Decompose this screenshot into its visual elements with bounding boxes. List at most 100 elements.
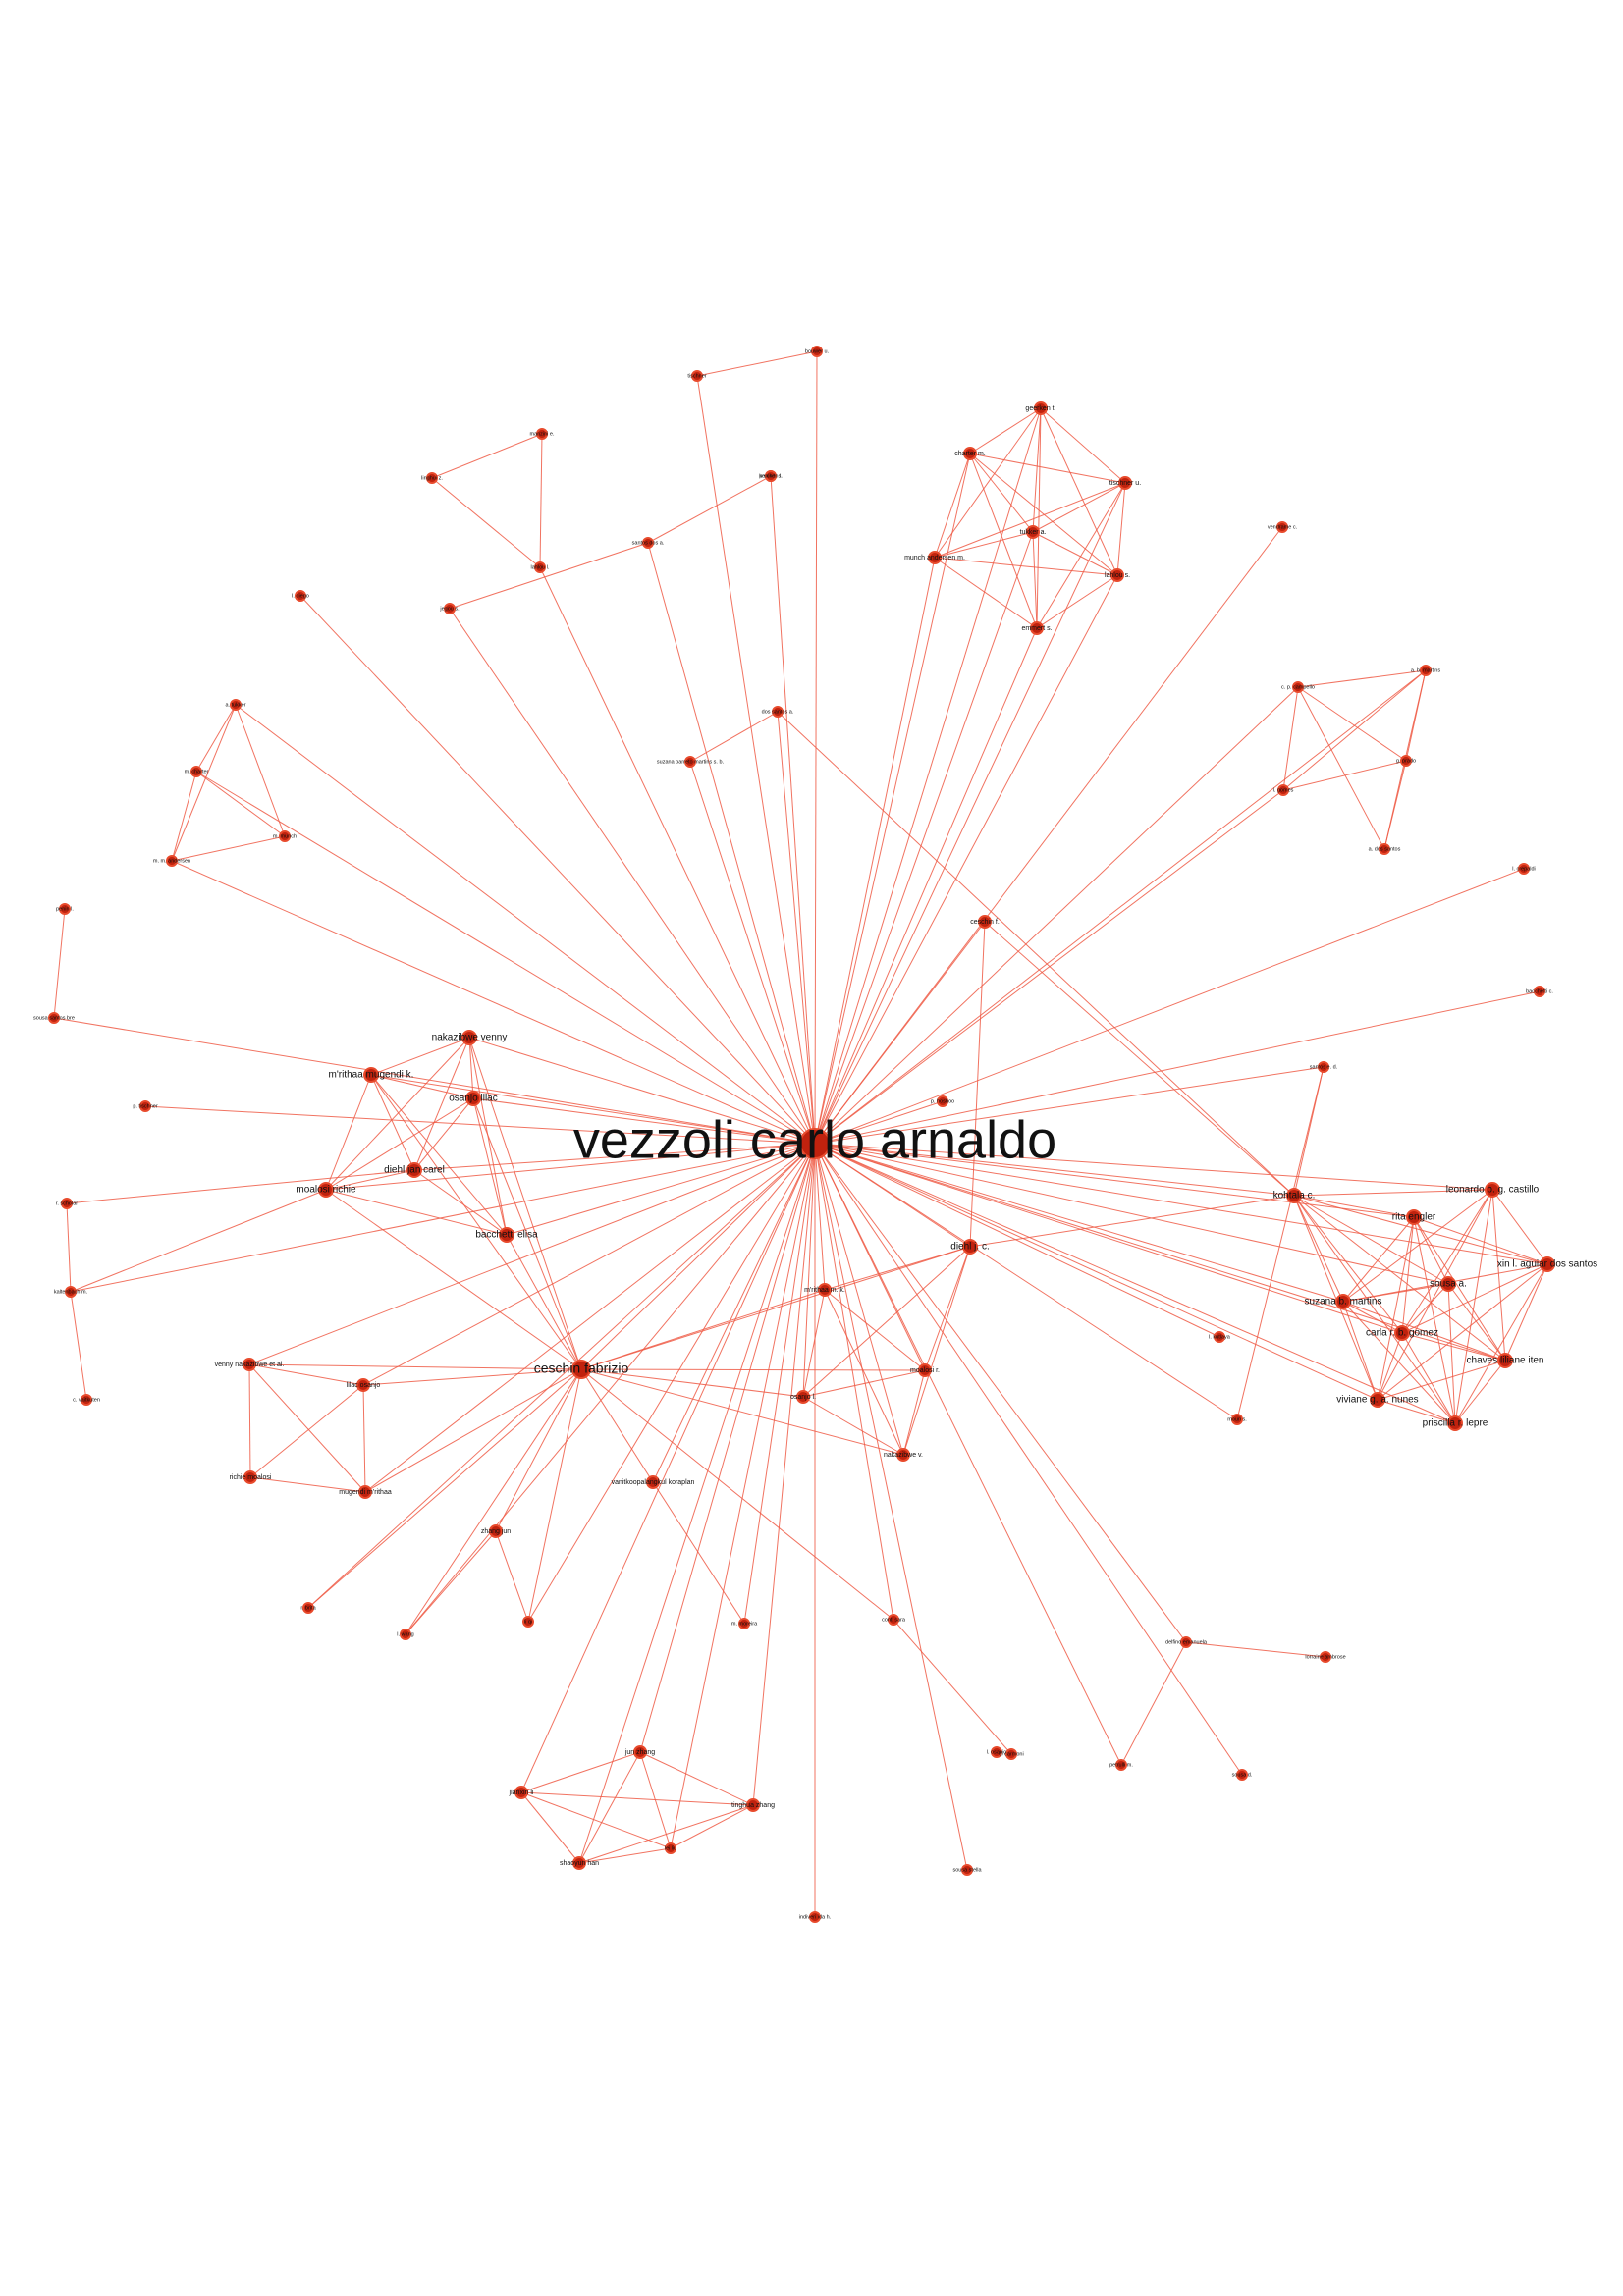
node-label-sousa-d: sousa d. — [1232, 1772, 1253, 1778]
node-label-charter-m: charter m. — [954, 451, 986, 457]
edge-hub — [652, 1143, 816, 1483]
edge — [1236, 1066, 1325, 1420]
edge — [1447, 1283, 1506, 1362]
node-label-moalosi-richie: moalosi richie — [296, 1185, 356, 1196]
node-label-p-hoshoo: p. hoshoo — [931, 1098, 954, 1104]
edge-hub — [814, 1143, 1548, 1265]
node-geerken-t — [1034, 401, 1048, 415]
node-label-a-b-martins: a. b. martins — [1411, 667, 1441, 673]
edge — [249, 1476, 366, 1493]
node-label-tischner: tischner — [687, 373, 706, 379]
node-label-bouwer-u: bouwer u. — [805, 348, 830, 354]
edge — [1185, 1641, 1326, 1658]
edge — [520, 1791, 672, 1849]
node-moalosi-r — [918, 1363, 932, 1377]
edge — [1413, 1216, 1548, 1265]
edge — [431, 433, 543, 479]
edge-hub — [814, 1143, 1344, 1303]
node-l-osanjo — [991, 1746, 1002, 1758]
edge-hub — [814, 557, 936, 1145]
node-santos-dos-a — [642, 537, 654, 549]
node-jun-zhang — [633, 1745, 647, 1759]
edge-hub — [405, 1143, 816, 1635]
edge — [1401, 1332, 1506, 1362]
edge-hub — [639, 1143, 816, 1753]
edge — [325, 1074, 372, 1191]
node-diehl-jan-carel — [406, 1162, 422, 1178]
edge — [1032, 531, 1118, 576]
node-sousa-stella — [961, 1864, 973, 1876]
edge — [370, 1074, 474, 1099]
edge — [1413, 1216, 1506, 1362]
edge — [53, 908, 66, 1019]
edge — [520, 1791, 580, 1864]
edge — [1036, 407, 1042, 629]
edge — [934, 482, 1126, 559]
edge — [520, 1751, 641, 1793]
node-label-shaoyun-han: shaoyun han — [560, 1860, 599, 1867]
edge-hub — [814, 1143, 1415, 1218]
edge — [171, 835, 286, 862]
edge — [325, 1189, 508, 1236]
edge-hub — [814, 1143, 904, 1456]
edge — [1040, 407, 1126, 484]
edge — [984, 921, 1295, 1197]
edge — [472, 1097, 508, 1236]
edge-hub — [299, 595, 816, 1145]
edge — [1293, 1195, 1344, 1303]
node-label-l-wang: l. wang — [397, 1631, 413, 1637]
edge — [539, 433, 543, 568]
node-label-xin-l-aguiar-dos-santos: xin l. aguiar dos santos — [1497, 1259, 1597, 1270]
edge — [689, 711, 779, 763]
edge — [1036, 482, 1126, 629]
edge — [1377, 1189, 1493, 1401]
edge-hub — [364, 1143, 816, 1493]
edge-hub — [814, 1143, 1295, 1197]
node-label-tischner-u: tischner u. — [1109, 480, 1141, 487]
node-label-chaves-liliane-iten: chaves liliane iten — [1467, 1356, 1544, 1366]
edge — [1120, 1641, 1187, 1766]
node-moalosi-richie — [318, 1182, 334, 1198]
edge-hub — [370, 1074, 816, 1145]
node-label-m-rithaa-mugendi-k: m'rithaa mugendi k. — [329, 1070, 414, 1081]
edge-hub — [814, 1143, 1122, 1766]
edge — [1342, 1189, 1493, 1303]
node-label-munch-andersen-m: munch andersen m. — [904, 555, 965, 561]
edge-hub — [235, 704, 816, 1145]
node-label-bacchetti-c: bacchetti c. — [1526, 988, 1553, 994]
node-g-prado — [1400, 755, 1412, 767]
edge — [248, 1363, 582, 1370]
edge-hub — [689, 761, 816, 1145]
node-l-wang — [400, 1629, 411, 1640]
edge — [307, 1368, 582, 1609]
edge — [802, 1289, 826, 1398]
node-vanitkoopalangkul-koraplan — [646, 1475, 660, 1489]
node-label-indiveri-ida-h: indiveri ida h. — [799, 1914, 832, 1920]
node-m-rithaa-m-k — [818, 1283, 832, 1297]
node-label-lorraine-ambrose: lorraine ambrose — [1305, 1654, 1345, 1660]
edge — [1377, 1332, 1403, 1401]
edge — [370, 1037, 470, 1076]
node-rita-engler — [1406, 1209, 1422, 1225]
edge — [1297, 686, 1407, 762]
edge-hub — [814, 669, 1427, 1145]
edge — [969, 407, 1042, 454]
edge — [1342, 1301, 1506, 1362]
edge — [1036, 574, 1118, 629]
edge — [1342, 1283, 1449, 1303]
node-label-tukker-a: tukker a. — [1020, 529, 1047, 536]
node-lahlou-s — [1110, 568, 1124, 582]
edge — [1401, 1332, 1456, 1424]
edge — [824, 1289, 904, 1456]
edge-hub — [70, 1143, 816, 1293]
edge — [66, 1169, 415, 1204]
node-label-l-crepaldi: l. crepaldi — [1512, 866, 1536, 872]
node-nakazibwe-v — [896, 1448, 910, 1462]
node-label-linghui-z: linghui z. — [421, 475, 443, 481]
node-bouwer-u — [811, 346, 823, 357]
edge-hub — [580, 1143, 816, 1370]
edge — [802, 1246, 971, 1398]
node-label-mugendi-m-rithaa: mugendi m'rithaa — [339, 1489, 392, 1496]
node-shaoyun-han — [572, 1856, 586, 1870]
node-richie-moalosi — [243, 1470, 257, 1484]
